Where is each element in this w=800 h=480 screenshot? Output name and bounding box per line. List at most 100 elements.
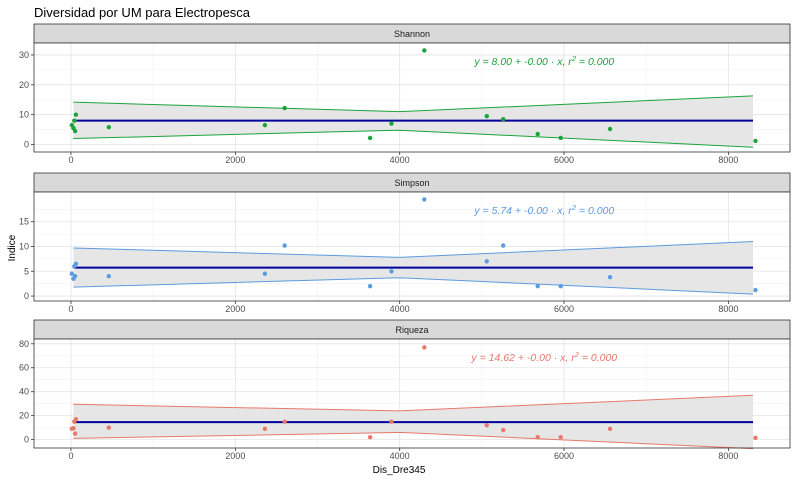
data-point <box>422 345 427 350</box>
band-upper-line <box>73 241 754 258</box>
data-point <box>558 283 563 289</box>
y-tick-label: 10 <box>19 110 29 120</box>
data-point <box>389 269 394 274</box>
data-point <box>72 431 78 436</box>
data-point <box>753 435 758 441</box>
data-point <box>558 435 563 440</box>
x-tick-label: 2000 <box>225 155 245 165</box>
x-tick-label: 6000 <box>554 155 574 165</box>
data-point <box>262 426 268 432</box>
data-point <box>501 427 506 433</box>
x-tick-label: 0 <box>68 155 73 165</box>
regression-equation: y = 8.00 + -0.00 · x, r2 = 0.000 <box>473 54 614 68</box>
chart-title: Diversidad por UM para Electropesca <box>34 5 251 20</box>
data-point <box>389 419 394 424</box>
equation-main: y = 8.00 + -0.00 · x, r <box>473 56 572 68</box>
data-point <box>106 125 111 130</box>
x-tick-label: 8000 <box>718 304 738 314</box>
panel-simpson: Simpson y = 5.74 + -0.00 · x, r2 = 0.000 0… <box>19 172 791 314</box>
data-point <box>607 126 613 132</box>
band-lower-line <box>73 129 754 148</box>
data-point <box>367 135 373 141</box>
x-tick-label: 6000 <box>554 451 574 461</box>
y-tick-label: 0 <box>24 140 29 150</box>
data-point <box>422 197 427 202</box>
data-point <box>72 274 78 279</box>
data-point <box>389 121 394 126</box>
y-tick-label: 60 <box>19 363 29 373</box>
equation-superscript: 2 <box>574 350 580 359</box>
data-point <box>484 259 489 264</box>
data-point <box>106 274 111 279</box>
data-point <box>501 116 506 122</box>
y-tick-label: 0 <box>24 291 29 301</box>
data-point <box>262 122 268 128</box>
data-point <box>753 287 758 293</box>
data-point <box>282 105 287 111</box>
data-point <box>73 261 79 267</box>
y-tick-label: 10 <box>19 242 29 252</box>
data-point <box>535 435 540 440</box>
data-point <box>501 243 506 248</box>
data-point <box>367 435 373 440</box>
data-point <box>69 271 75 276</box>
regression-equation: y = 14.62 + -0.00 · x, r2 = 0.000 <box>470 350 617 364</box>
x-tick-label: 2000 <box>225 304 245 314</box>
data-point <box>282 243 287 248</box>
y-tick-label: 5 <box>24 266 29 276</box>
data-point <box>262 271 268 276</box>
data-point <box>73 417 79 422</box>
regression-equation: y = 5.74 + -0.00 · x, r2 = 0.000 <box>473 203 614 217</box>
y-tick-label: 15 <box>19 217 29 227</box>
data-point <box>367 283 373 289</box>
data-point <box>753 138 758 144</box>
x-tick-label: 0 <box>68 304 73 314</box>
y-tick-label: 30 <box>19 50 29 60</box>
data-point <box>535 131 540 137</box>
x-tick-label: 4000 <box>390 451 410 461</box>
strip-label: Simpson <box>394 178 429 188</box>
equation-r2: = 0.000 <box>576 205 614 217</box>
x-tick-label: 6000 <box>554 304 574 314</box>
panel-riqueza: Riqueza y = 14.62 + -0.00 · x, r2 = 0.000… <box>19 319 791 461</box>
data-point <box>106 425 111 430</box>
data-point <box>72 118 77 123</box>
data-point <box>484 113 489 119</box>
y-tick-label: 20 <box>19 80 29 90</box>
data-point <box>71 426 76 431</box>
strip-label: Shannon <box>394 29 430 39</box>
panel-border <box>33 42 791 153</box>
data-point <box>282 419 287 424</box>
data-point <box>484 423 489 428</box>
data-point <box>72 128 78 134</box>
equation-superscript: 2 <box>571 203 577 212</box>
band-lower-line <box>73 431 754 450</box>
panel-border <box>33 338 791 449</box>
data-point <box>73 112 79 117</box>
x-tick-label: 8000 <box>718 451 738 461</box>
panel-shannon: Shannon y = 8.00 + -0.00 · x, r2 = 0.000 0… <box>19 23 791 165</box>
band-upper-line <box>73 394 754 412</box>
x-tick-label: 4000 <box>390 155 410 165</box>
data-point <box>607 275 613 280</box>
equation-main: y = 5.74 + -0.00 · x, r <box>473 205 572 217</box>
equation-main: y = 14.62 + -0.00 · x, r <box>470 352 575 364</box>
x-tick-label: 2000 <box>225 451 245 461</box>
x-axis-title: Dis_Dre345 <box>373 465 426 476</box>
band-upper-line <box>73 95 754 113</box>
x-tick-label: 8000 <box>718 155 738 165</box>
data-point <box>535 283 540 289</box>
data-point <box>422 48 427 53</box>
data-point <box>558 135 563 141</box>
data-point <box>607 426 613 432</box>
equation-r2: = 0.000 <box>576 56 614 68</box>
y-tick-label: 80 <box>19 339 29 349</box>
y-tick-label: 0 <box>24 435 29 445</box>
equation-r2: = 0.000 <box>579 352 617 364</box>
x-tick-label: 0 <box>68 451 73 461</box>
y-tick-label: 40 <box>19 387 29 397</box>
equation-superscript: 2 <box>571 54 577 63</box>
y-axis-title: Indice <box>7 234 18 261</box>
